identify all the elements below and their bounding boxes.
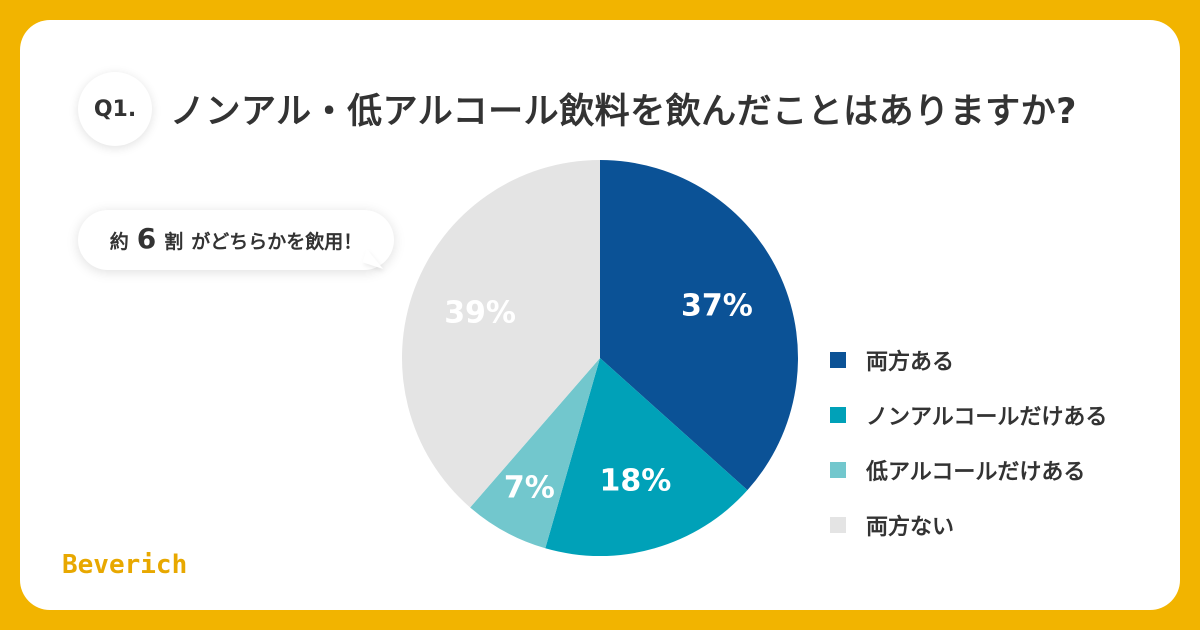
legend-item-0: 両方ある [830,332,1160,387]
legend-swatch-0 [830,351,846,368]
pie-label-1: 18% [599,464,671,499]
legend-swatch-2 [830,461,846,478]
pie-slice-3 [401,160,600,508]
callout-bubble: 約 6 割 がどちらかを飲用！ [78,210,394,270]
pie-chart: 37% 18% 7% 39% [401,160,799,556]
legend-item-3: 両方ない [830,497,1160,552]
pie-label-0: 37% [681,288,753,323]
pie-slice-1 [545,358,748,556]
legend-label-1: ノンアルコールだけある [866,404,1108,430]
pie-label-3: 39% [444,296,516,331]
pie-label-2: 7% [504,471,555,506]
legend-label-2: 低アルコールだけある [866,459,1086,485]
legend-label-3: 両方ない [866,514,955,540]
beverich-logo: Beverich [62,550,188,580]
pie-slice-0 [600,160,799,491]
callout-number: 6 [136,221,157,255]
legend-item-1: ノンアルコールだけある [830,387,1160,442]
chart-card: Q1. ノンアル・低アルコール飲料を飲んだことはありますか? 約 6 割 がどち… [20,20,1180,610]
pie-slice-2 [470,358,600,549]
question-title: ノンアル・低アルコール飲料を飲んだことはありますか? [170,91,1077,132]
legend-swatch-3 [830,516,846,533]
callout-unit: 割 [164,230,184,253]
legend-label-0: 両方ある [866,349,955,375]
legend-swatch-1 [830,406,846,423]
question-badge: Q1. [78,72,152,146]
legend-item-2: 低アルコールだけある [830,442,1160,497]
callout-suffix: がどちらかを飲用！ [191,230,363,253]
callout-prefix: 約 [109,230,129,253]
chart-legend: 両方あるノンアルコールだけある 低アルコールだけある 両方ない [830,332,1160,552]
